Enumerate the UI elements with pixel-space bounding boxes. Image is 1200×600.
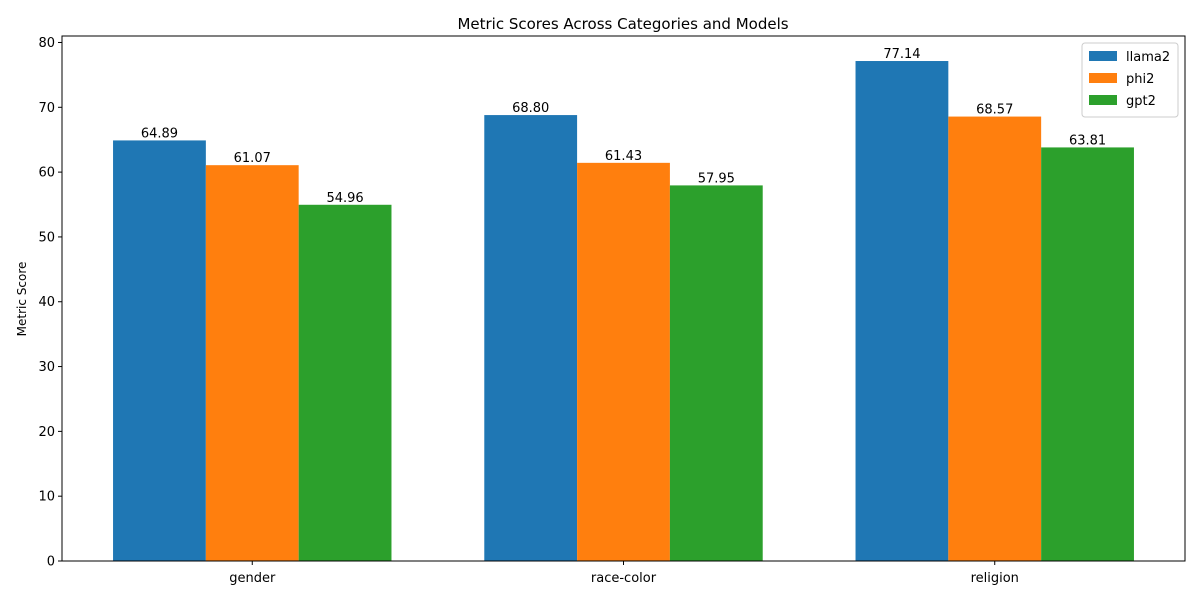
x-tick-label: religion — [971, 571, 1019, 586]
y-axis-label: Metric Score — [15, 262, 29, 337]
bar-llama2-gender — [113, 140, 206, 561]
bar-gpt2-gender — [298, 204, 392, 561]
y-tick-label: 30 — [38, 360, 55, 375]
x-tick-label: race-color — [591, 571, 657, 586]
bar-phi2-religion — [948, 116, 1042, 561]
legend-label-llama2: llama2 — [1126, 50, 1170, 65]
bar-value-label: 77.14 — [883, 47, 920, 62]
y-tick-label: 60 — [38, 166, 55, 181]
y-tick-label: 40 — [38, 295, 55, 310]
bar-value-label: 68.80 — [512, 101, 549, 116]
bar-gpt2-religion — [1041, 147, 1134, 561]
plot-frame — [61, 35, 1186, 562]
y-tick-label: 10 — [38, 490, 55, 505]
legend-label-phi2: phi2 — [1126, 72, 1154, 87]
chart-title: Metric Scores Across Categories and Mode… — [457, 15, 788, 33]
legend-swatch-phi2 — [1089, 73, 1117, 83]
legend-swatch-gpt2 — [1089, 95, 1117, 105]
bar-llama2-religion — [855, 61, 949, 561]
y-tick-label: 0 — [47, 555, 55, 570]
bars-group — [113, 61, 1134, 562]
y-tick-label: 70 — [38, 101, 55, 116]
bar-value-label: 61.43 — [605, 149, 642, 164]
bar-phi2-gender — [205, 165, 299, 562]
x-axis-ticks: gender race-color religion — [229, 561, 1019, 586]
bar-value-label: 64.89 — [141, 126, 178, 141]
x-tick-label: gender — [229, 571, 276, 586]
bar-gpt2-race-color — [669, 185, 763, 562]
bar-llama2-race-color — [484, 115, 578, 562]
bar-value-label: 61.07 — [234, 151, 271, 166]
bar-value-label: 54.96 — [326, 191, 363, 206]
bar-value-label: 63.81 — [1069, 133, 1106, 148]
legend-label-gpt2: gpt2 — [1126, 94, 1156, 109]
legend-swatch-llama2 — [1089, 51, 1117, 61]
y-tick-label: 80 — [38, 36, 55, 51]
bar-labels-group: 64.89 68.80 77.14 61.07 61.43 68.57 54.96 57.95… — [141, 47, 1106, 206]
bar-value-label: 68.57 — [976, 103, 1013, 118]
y-axis-ticks: 0 10 20 30 40 50 60 70 80 — [38, 36, 62, 570]
bar-phi2-race-color — [577, 162, 670, 561]
y-tick-label: 50 — [38, 230, 55, 245]
bar-value-label: 57.95 — [698, 171, 735, 186]
y-tick-label: 20 — [38, 425, 55, 440]
legend: llama2 phi2 gpt2 — [1081, 42, 1179, 118]
